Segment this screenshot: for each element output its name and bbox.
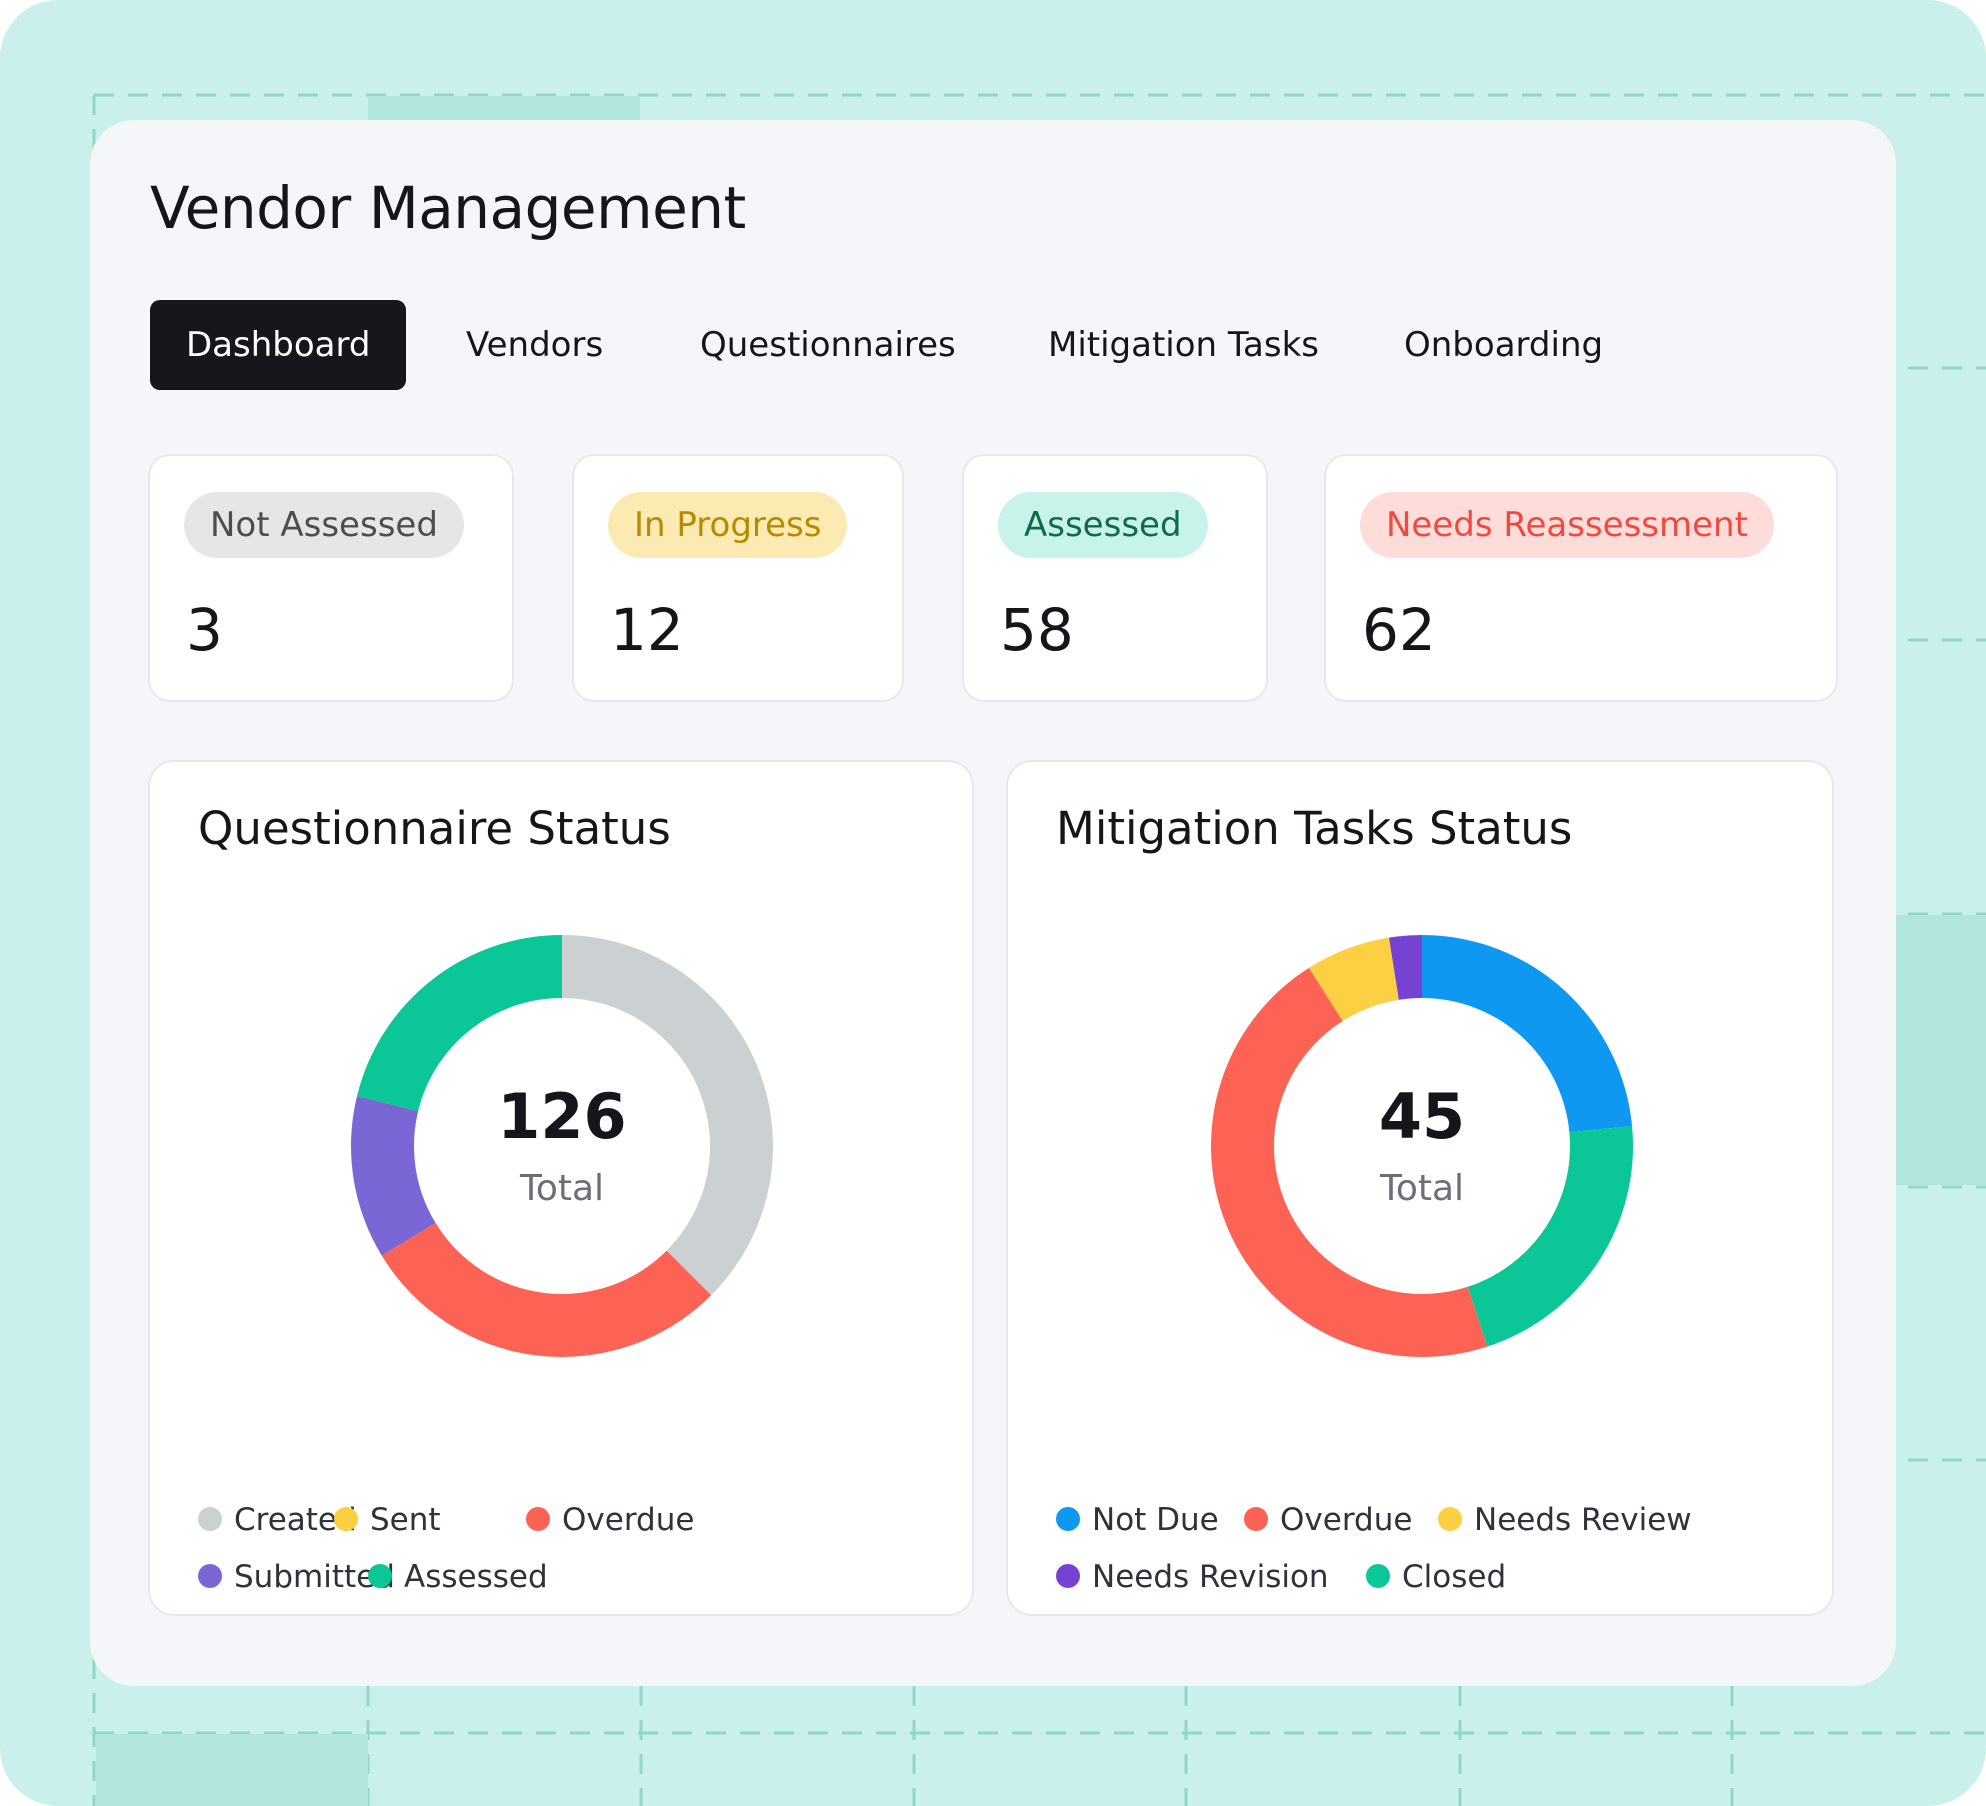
donut-segment-created (562, 935, 773, 1296)
legend-dot-icon (526, 1506, 550, 1531)
donut-segment-needs-review (1308, 937, 1399, 1022)
chart-title-questionnaire-status: Questionnaire Status (198, 802, 671, 855)
legend-label: Closed (1402, 1559, 1507, 1595)
legend-dot-icon (1438, 1506, 1462, 1531)
mitigation-tasks-status-donut: 45 Total (1211, 935, 1633, 1357)
legend-dot-icon (1056, 1563, 1080, 1588)
legend-dot-icon (334, 1506, 358, 1531)
donut-total-value: 126 (497, 1080, 626, 1153)
stat-value-needs-reassessment: 62 (1362, 596, 1436, 664)
donut-segment-overdue (381, 1222, 712, 1357)
legend-label: Overdue (1280, 1502, 1413, 1538)
legend-label: Overdue (562, 1502, 695, 1538)
legend-item-submitted: Submitted (198, 1557, 395, 1597)
stat-value-assessed: 58 (1000, 596, 1074, 664)
legend-label: Needs Revision (1092, 1559, 1329, 1595)
legend-label: Assessed (404, 1559, 548, 1595)
donut-segment-assessed (356, 935, 562, 1111)
tab-questionnaires[interactable]: Questionnaires (700, 325, 956, 365)
stat-card-not-assessed[interactable]: Not Assessed 3 (148, 454, 514, 702)
legend-label: Needs Review (1474, 1502, 1692, 1538)
stat-card-needs-reassessment[interactable]: Needs Reassessment 62 (1324, 454, 1838, 702)
legend-dot-icon (1366, 1563, 1390, 1588)
stat-value-in-progress: 12 (610, 596, 684, 664)
legend-dot-icon (368, 1563, 392, 1588)
legend-label: Sent (370, 1502, 441, 1538)
donut-segment-overdue (1211, 967, 1488, 1357)
legend-item-closed: Closed (1366, 1557, 1506, 1597)
questionnaire-status-donut: 126 Total (351, 935, 773, 1357)
legend-label: Not Due (1092, 1502, 1219, 1538)
stat-value-not-assessed: 3 (186, 596, 223, 664)
donut-total-value: 45 (1379, 1080, 1465, 1153)
donut-segment-closed (1467, 1126, 1633, 1347)
legend-item-needs-review: Needs Review (1438, 1500, 1692, 1540)
donut-total-label: Total (1379, 1168, 1464, 1209)
legend-dot-icon (1056, 1506, 1080, 1531)
mitigation-tasks-status-card: Mitigation Tasks Status 45 Total Not Due O… (1006, 760, 1834, 1616)
tab-onboarding[interactable]: Onboarding (1404, 325, 1604, 365)
status-badge-assessed: Assessed (998, 492, 1208, 558)
stat-card-assessed[interactable]: Assessed 58 (962, 454, 1268, 702)
donut-total-label: Total (519, 1168, 604, 1209)
page-title: Vendor Management (150, 174, 746, 242)
legend-item-overdue: Overdue (526, 1500, 694, 1540)
status-badge-needs-reassessment: Needs Reassessment (1360, 492, 1774, 558)
legend-item-not-due: Not Due (1056, 1500, 1219, 1540)
legend-item-created: Created (198, 1500, 357, 1540)
status-badge-not-assessed: Not Assessed (184, 492, 464, 558)
legend-item-overdue: Overdue (1244, 1500, 1412, 1540)
chart-title-mitigation-tasks-status: Mitigation Tasks Status (1056, 802, 1573, 855)
legend-dot-icon (1244, 1506, 1268, 1531)
vendor-management-panel: Vendor Management Dashboard Vendors Ques… (90, 120, 1896, 1686)
questionnaire-status-card: Questionnaire Status 126 Total Created Sen… (148, 760, 974, 1616)
stat-card-in-progress[interactable]: In Progress 12 (572, 454, 904, 702)
legend-dot-icon (198, 1506, 222, 1531)
tab-mitigation-tasks[interactable]: Mitigation Tasks (1048, 325, 1320, 365)
legend-item-needs-revision: Needs Revision (1056, 1557, 1329, 1597)
legend-dot-icon (198, 1563, 222, 1588)
legend-item-sent: Sent (334, 1500, 441, 1540)
donut-segment-submitted (351, 1096, 436, 1256)
status-badge-in-progress: In Progress (608, 492, 848, 558)
legend-item-assessed: Assessed (368, 1557, 548, 1597)
donut-segment-needs-revision (1388, 935, 1422, 1000)
donut-segment-not-due (1422, 935, 1633, 1133)
tab-dashboard[interactable]: Dashboard (150, 300, 406, 390)
tab-vendors[interactable]: Vendors (466, 325, 604, 365)
